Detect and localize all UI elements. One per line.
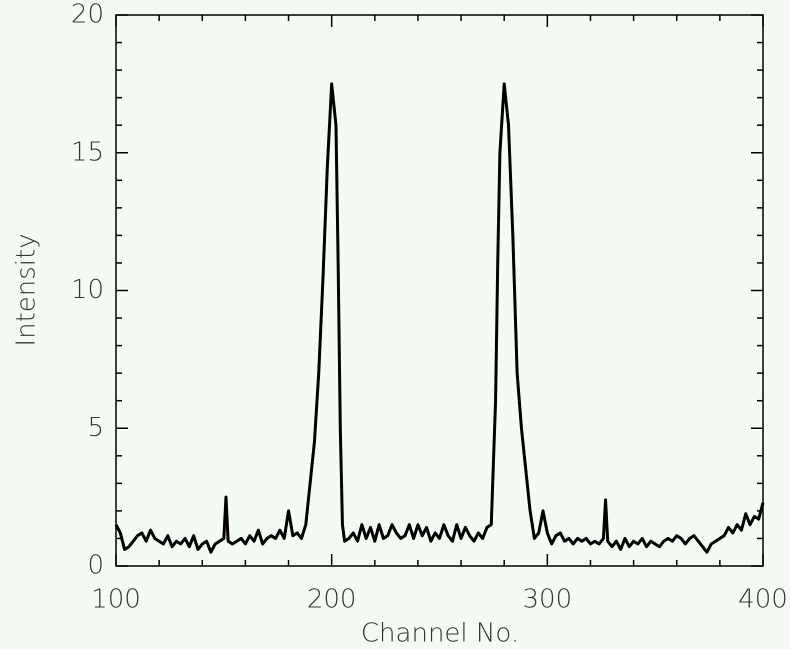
x-tick-label: 200: [307, 585, 357, 615]
data-line: [114, 82, 765, 554]
y-tick-label: 10: [71, 275, 104, 305]
y-tick-label: 20: [71, 0, 104, 30]
y-tick-label: 15: [71, 137, 104, 167]
x-tick-label: 400: [738, 585, 788, 615]
plot-frame: [115, 14, 764, 567]
y-tick-label: 5: [87, 413, 104, 443]
y-tick-label: 0: [87, 551, 104, 581]
y-axis-label: Intensity: [12, 233, 42, 346]
x-axis-label: Channel No.: [361, 619, 519, 649]
x-tick-label: 300: [523, 585, 573, 615]
x-tick-label: 100: [91, 585, 141, 615]
